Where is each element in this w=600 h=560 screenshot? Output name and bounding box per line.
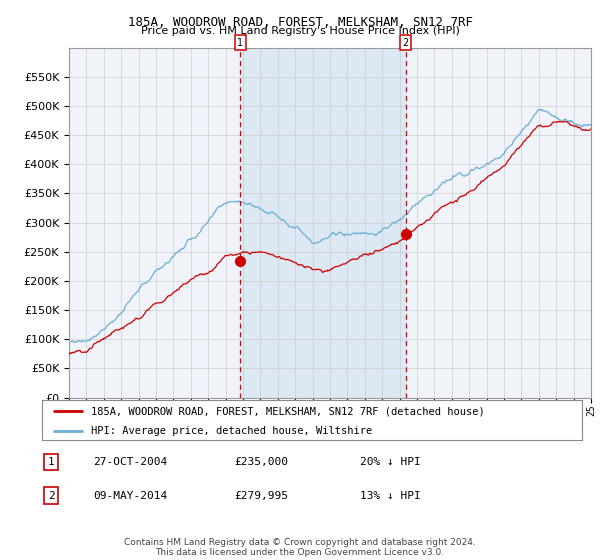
Text: 185A, WOODROW ROAD, FOREST, MELKSHAM, SN12 7RF: 185A, WOODROW ROAD, FOREST, MELKSHAM, SN… xyxy=(128,16,473,29)
Text: 27-OCT-2004: 27-OCT-2004 xyxy=(93,457,167,467)
Text: 20% ↓ HPI: 20% ↓ HPI xyxy=(360,457,421,467)
Text: 2: 2 xyxy=(403,38,409,48)
Text: £235,000: £235,000 xyxy=(234,457,288,467)
Text: 13% ↓ HPI: 13% ↓ HPI xyxy=(360,491,421,501)
Text: 185A, WOODROW ROAD, FOREST, MELKSHAM, SN12 7RF (detached house): 185A, WOODROW ROAD, FOREST, MELKSHAM, SN… xyxy=(91,407,484,417)
Text: 1: 1 xyxy=(47,457,55,467)
Bar xyxy=(240,48,406,398)
Text: 2: 2 xyxy=(47,491,55,501)
Text: 1: 1 xyxy=(237,38,243,48)
Text: Contains HM Land Registry data © Crown copyright and database right 2024.
This d: Contains HM Land Registry data © Crown c… xyxy=(124,538,476,557)
Text: Price paid vs. HM Land Registry's House Price Index (HPI): Price paid vs. HM Land Registry's House … xyxy=(140,26,460,36)
Text: 09-MAY-2014: 09-MAY-2014 xyxy=(93,491,167,501)
Text: £279,995: £279,995 xyxy=(234,491,288,501)
Text: HPI: Average price, detached house, Wiltshire: HPI: Average price, detached house, Wilt… xyxy=(91,426,372,436)
